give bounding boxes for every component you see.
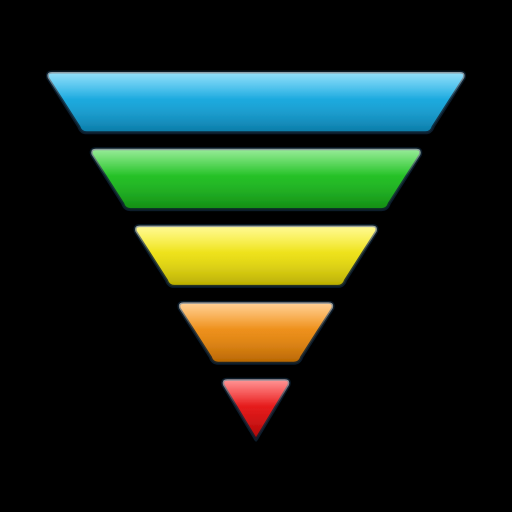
- slice-5: [223, 379, 290, 440]
- slice-4: [179, 302, 333, 363]
- slice-1: [47, 72, 464, 133]
- inverted-funnel-chart: [0, 0, 512, 512]
- slice-2: [91, 149, 421, 210]
- funnel-svg: [0, 0, 512, 512]
- slice-3: [135, 226, 377, 287]
